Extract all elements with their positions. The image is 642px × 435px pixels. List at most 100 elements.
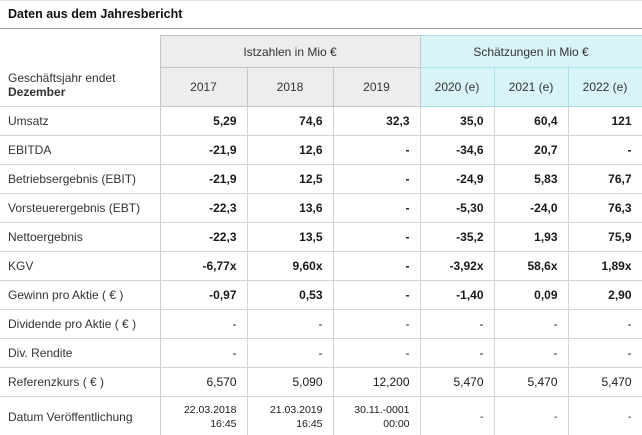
corner-header: Geschäftsjahr endet Dezember [0, 35, 160, 107]
table-cell: -21,9 [159, 135, 248, 165]
table-cell: 60,4 [493, 106, 569, 136]
table-cell: - [246, 309, 334, 339]
table-cell: 6,570 [159, 367, 248, 397]
table-cell: 12,6 [246, 135, 334, 165]
table-cell: - [332, 280, 421, 310]
table-cell: 5,090 [246, 367, 334, 397]
table-cell: - [332, 193, 421, 223]
table-row: EBITDA -21,9 12,6- -34,6 20,7- [0, 135, 642, 165]
corner-line1: Geschäftsjahr endet [8, 71, 116, 85]
table-cell: - [419, 309, 495, 339]
table-cell: -34,6 [419, 135, 495, 165]
year-header-2020e: 2020 (e) [419, 67, 495, 107]
table-cell: - [419, 338, 495, 368]
table-row: Div. Rendite - - - - - - [0, 338, 642, 368]
table-cell: - [332, 309, 421, 339]
table-cell: - [246, 338, 334, 368]
corner-line2: Dezember [8, 85, 66, 99]
row-label: Umsatz [0, 106, 161, 136]
table-cell: -24,0 [493, 193, 569, 223]
table-cell: 121 [567, 106, 642, 136]
table-cell: 2,90 [567, 280, 642, 310]
table-cell: 5,83 [493, 164, 569, 194]
row-label: Betriebsergebnis (EBIT) [0, 164, 161, 194]
table-row: Dividende pro Aktie ( € ) - - - - - - [0, 309, 642, 339]
table-cell: - [332, 222, 421, 252]
table-cell: - [159, 309, 248, 339]
table-row: KGV -6,77x 9,60x - -3,92x 58,6x 1,89x [0, 251, 642, 281]
table-cell: 32,3 [332, 106, 421, 136]
table-cell: 35,0 [419, 106, 495, 136]
table-cell: - [332, 338, 421, 368]
table-cell: -5,30 [419, 193, 495, 223]
table-cell: - [567, 309, 642, 339]
table-cell: -22,3 [159, 193, 248, 223]
financials-table: Geschäftsjahr endet Dezember Istzahlen i… [0, 35, 642, 435]
row-label: KGV [0, 251, 161, 281]
table-cell: - [159, 338, 248, 368]
row-label: Gewinn pro Aktie ( € ) [0, 280, 161, 310]
table-cell: -35,2 [419, 222, 495, 252]
row-label: Vorsteuerergebnis (EBT) [0, 193, 161, 223]
group-header-estimates: Schätzungen in Mio € [419, 35, 642, 68]
table-cell: -3,92x [419, 251, 495, 281]
table-row: Datum Veröffentlichung 22.03.2018 16:45 21… [0, 396, 642, 435]
table-cell: 13,5 [246, 222, 334, 252]
table-cell: 5,29 [159, 106, 248, 136]
table-row: Nettoergebnis -22,3 13,5- -35,2 1,93 75,9 [0, 222, 642, 252]
table-cell: 12,5 [246, 164, 334, 194]
table-cell: -22,3 [159, 222, 248, 252]
row-label: Referenzkurs ( € ) [0, 367, 161, 397]
table-cell: - [493, 396, 569, 435]
table-cell: 20,7 [493, 135, 569, 165]
table-cell: - [567, 338, 642, 368]
table-row: Vorsteuerergebnis (EBT) -22,3 13,6- -5,30 -2… [0, 193, 642, 223]
year-header-2019: 2019 [332, 67, 421, 107]
table-cell: - [493, 338, 569, 368]
table-cell: - [493, 309, 569, 339]
table-row: Referenzkurs ( € ) 6,570 5,090 12,200 5,470 5… [0, 367, 642, 397]
table-cell: 76,7 [567, 164, 642, 194]
table-cell: 22.03.2018 16:45 [159, 396, 248, 435]
table-cell: 13,6 [246, 193, 334, 223]
year-header-2021e: 2021 (e) [493, 67, 569, 107]
table-cell: 58,6x [493, 251, 569, 281]
table-cell: -24,9 [419, 164, 495, 194]
table-cell: -1,40 [419, 280, 495, 310]
table-cell: 0,09 [493, 280, 569, 310]
panel-title: Daten aus dem Jahresbericht [0, 0, 642, 29]
table-cell: - [332, 135, 421, 165]
table-cell: 74,6 [246, 106, 334, 136]
table-cell: 1,89x [567, 251, 642, 281]
table-cell: - [567, 396, 642, 435]
table-cell: 5,470 [493, 367, 569, 397]
year-header-2022e: 2022 (e) [567, 67, 642, 107]
table-cell: -6,77x [159, 251, 248, 281]
table-cell: 76,3 [567, 193, 642, 223]
table-cell: 21.03.2019 16:45 [246, 396, 334, 435]
table-cell: 75,9 [567, 222, 642, 252]
row-label: Dividende pro Aktie ( € ) [0, 309, 161, 339]
year-header-row: 2017 2018 2019 2020 (e) 2021 (e) 2022 (e… [0, 67, 642, 107]
row-label: Div. Rendite [0, 338, 161, 368]
table-row: Umsatz 5,29 74,6 32,3 35,0 60,4 121 [0, 106, 642, 136]
table-cell: - [332, 251, 421, 281]
table-cell: -0,97 [159, 280, 248, 310]
table-cell: 12,200 [332, 367, 421, 397]
table-cell: - [567, 135, 642, 165]
row-label: Nettoergebnis [0, 222, 161, 252]
table-cell: - [332, 164, 421, 194]
year-header-2017: 2017 [159, 67, 248, 107]
table-cell: 0,53 [246, 280, 334, 310]
table-cell: 9,60x [246, 251, 334, 281]
table-cell: 1,93 [493, 222, 569, 252]
table-cell: 5,470 [419, 367, 495, 397]
table-row: Betriebsergebnis (EBIT) -21,9 12,5- -24,9 5,… [0, 164, 642, 194]
group-header-row: Geschäftsjahr endet Dezember Istzahlen i… [0, 35, 642, 107]
table-row: Gewinn pro Aktie ( € ) -0,97 0,53- -1,40 0,0… [0, 280, 642, 310]
year-header-2018: 2018 [246, 67, 334, 107]
row-label: EBITDA [0, 135, 161, 165]
table-cell: 5,470 [567, 367, 642, 397]
table-cell: - [419, 396, 495, 435]
